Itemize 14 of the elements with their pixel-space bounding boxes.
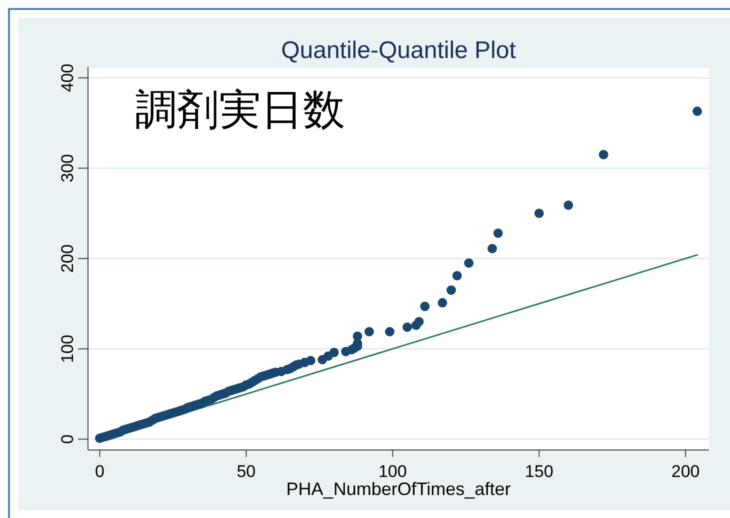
x-axis-title: PHA_NumberOfTimes_after xyxy=(286,479,511,499)
frame-border: PHA_NumberOfTimes_after 0 50 100 150 200 0 100 200 300 400 Quantile-Quantile Plot 調剤実日数 xyxy=(8,8,730,518)
chart-title: Quantile-Quantile Plot xyxy=(280,37,517,65)
annotation: 調剤実日数 xyxy=(135,85,345,134)
x-tick-label: 0 xyxy=(94,462,104,482)
y-tick-label: 400 xyxy=(58,64,77,92)
x-tick-label: 50 xyxy=(236,462,256,482)
x-tick-label: 200 xyxy=(671,462,700,482)
y-tick-label: 0 xyxy=(58,434,77,444)
y-tick-label: 200 xyxy=(58,244,77,273)
y-tick-label: 100 xyxy=(58,334,77,364)
y-tick-label: 300 xyxy=(58,154,77,182)
x-tick-label: 100 xyxy=(378,462,407,482)
x-tick-label: 150 xyxy=(524,462,554,482)
